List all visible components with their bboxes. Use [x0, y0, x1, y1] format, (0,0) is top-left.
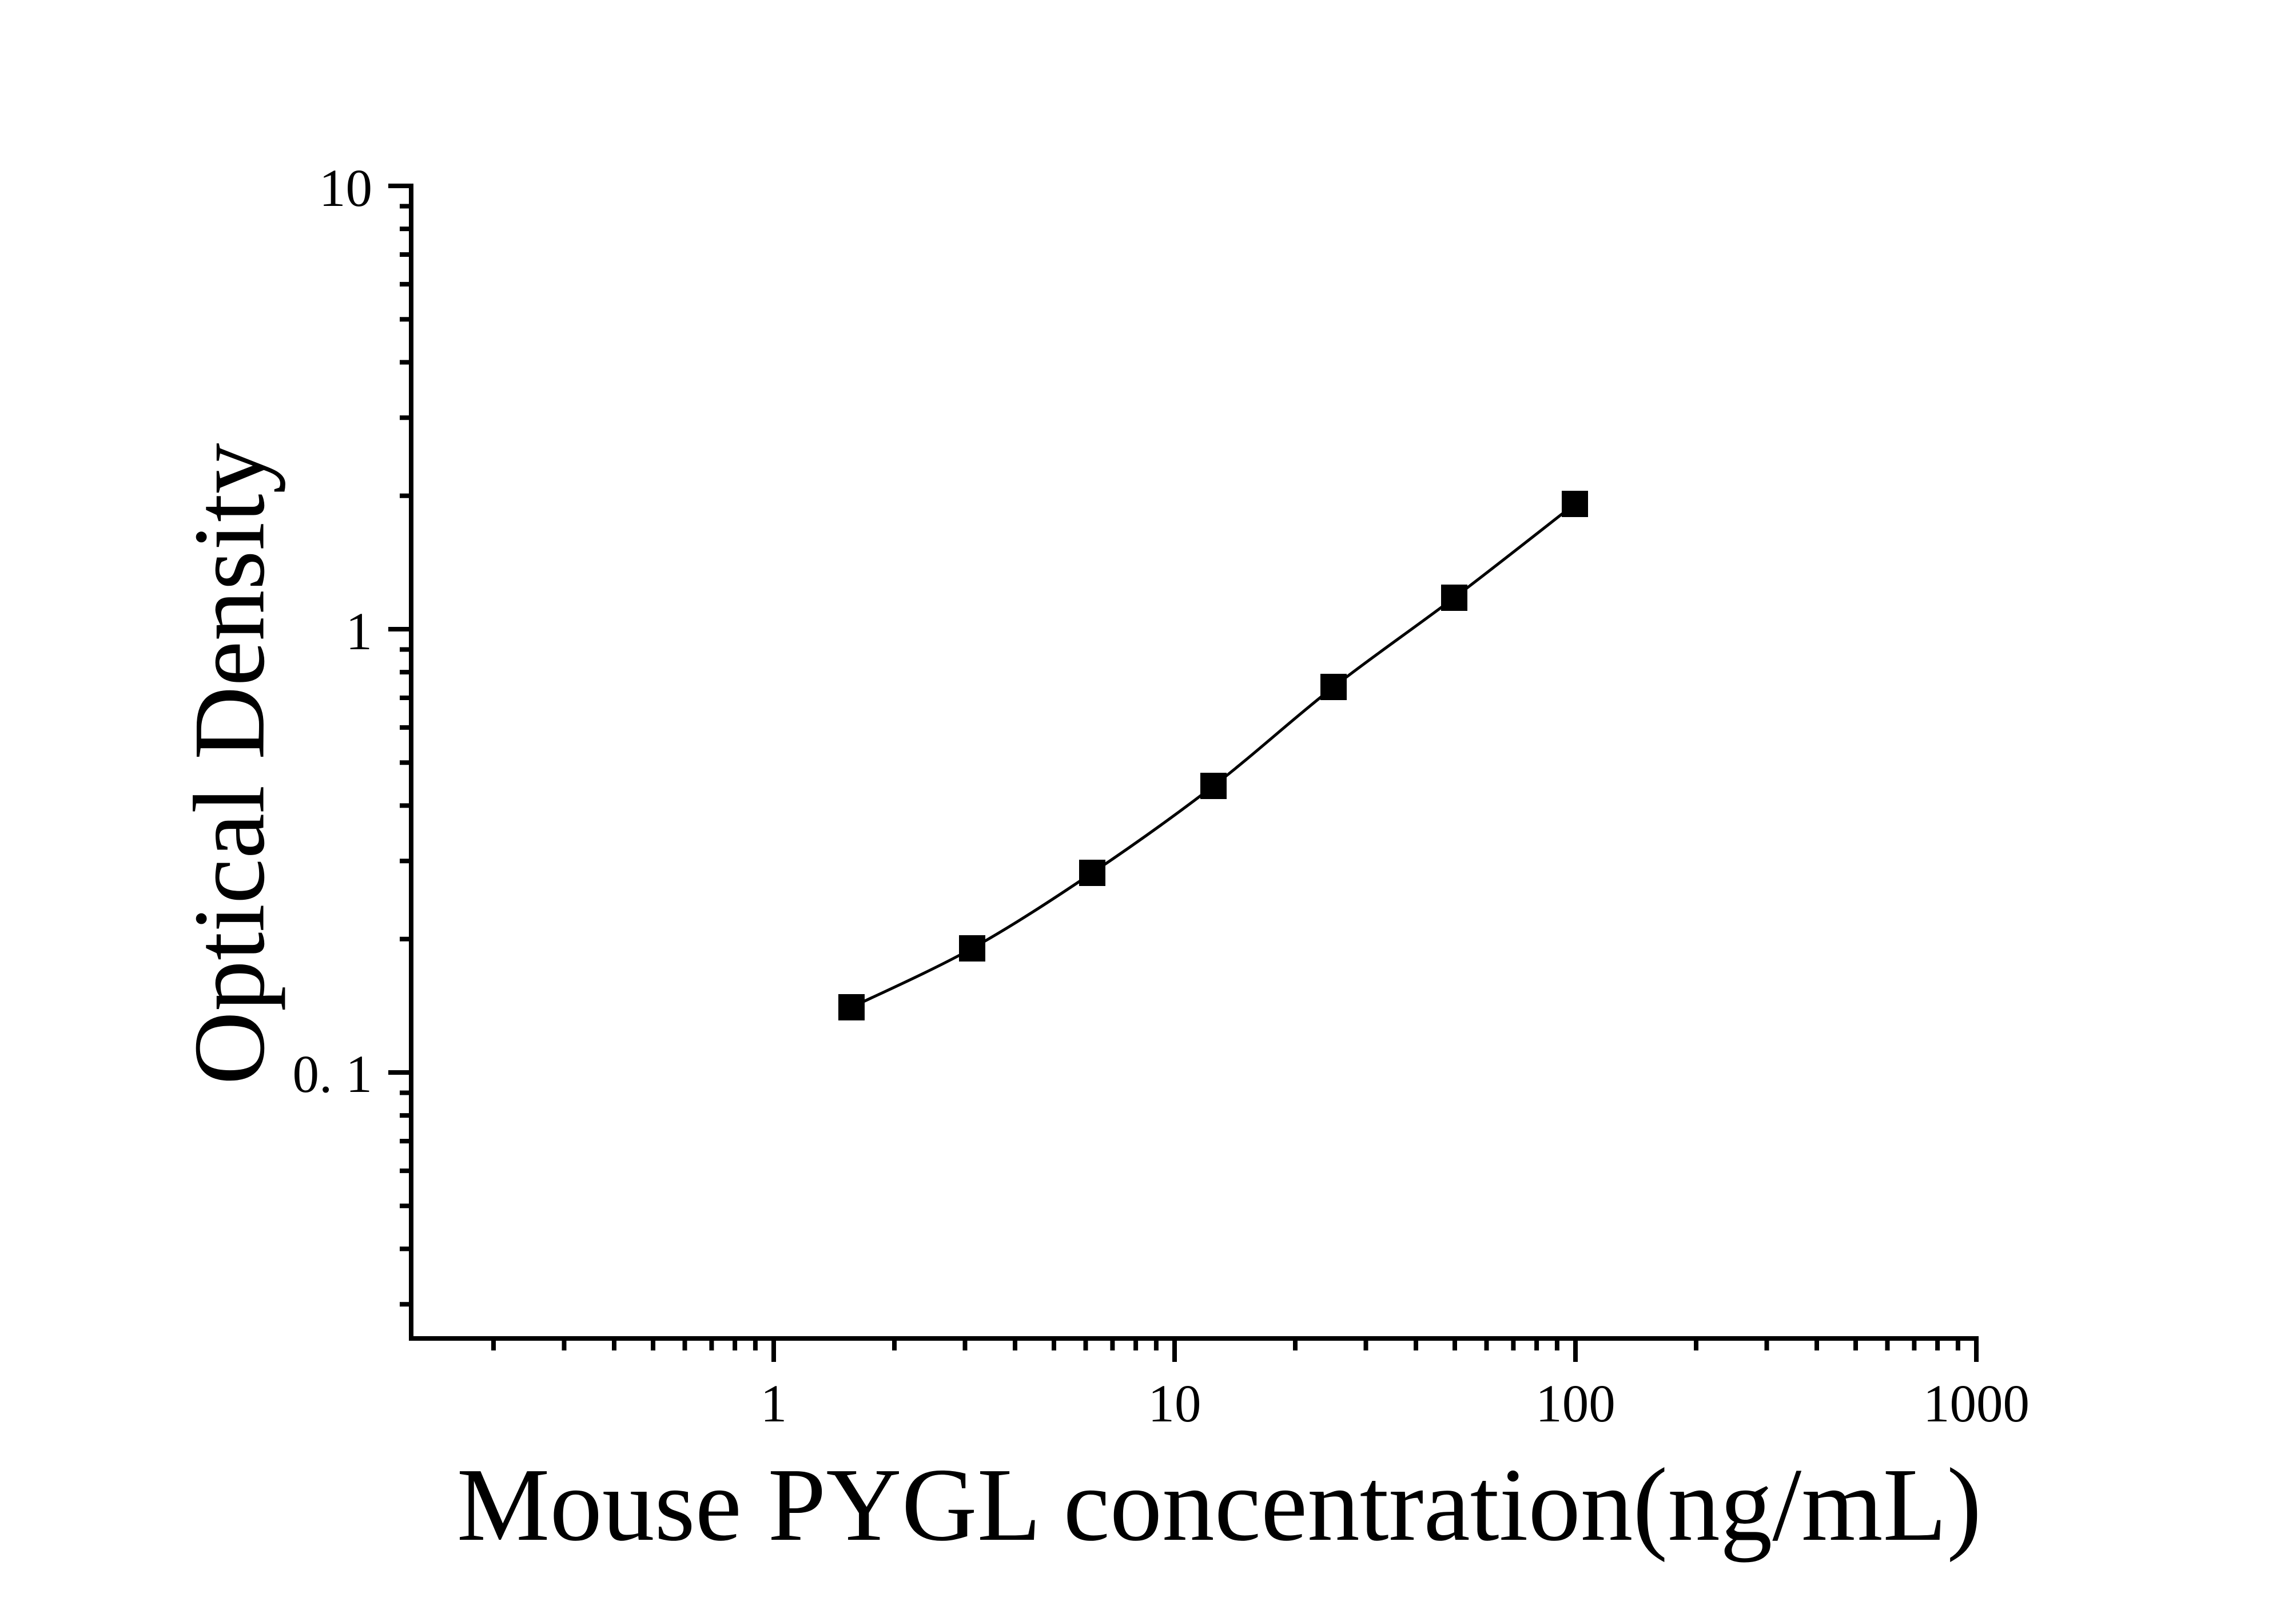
svg-text:1: 1 [346, 602, 373, 661]
svg-text:100: 100 [1535, 1374, 1615, 1433]
svg-text:10: 10 [319, 159, 372, 218]
svg-text:1000: 1000 [1923, 1374, 2030, 1433]
svg-text:10: 10 [1148, 1374, 1201, 1433]
svg-text:Mouse PYGL concentration(ng/mL: Mouse PYGL concentration(ng/mL) [457, 1447, 1981, 1563]
svg-text:0. 1: 0. 1 [293, 1045, 373, 1104]
svg-text:Optical Density: Optical Density [173, 443, 286, 1084]
svg-text:1: 1 [761, 1374, 787, 1433]
